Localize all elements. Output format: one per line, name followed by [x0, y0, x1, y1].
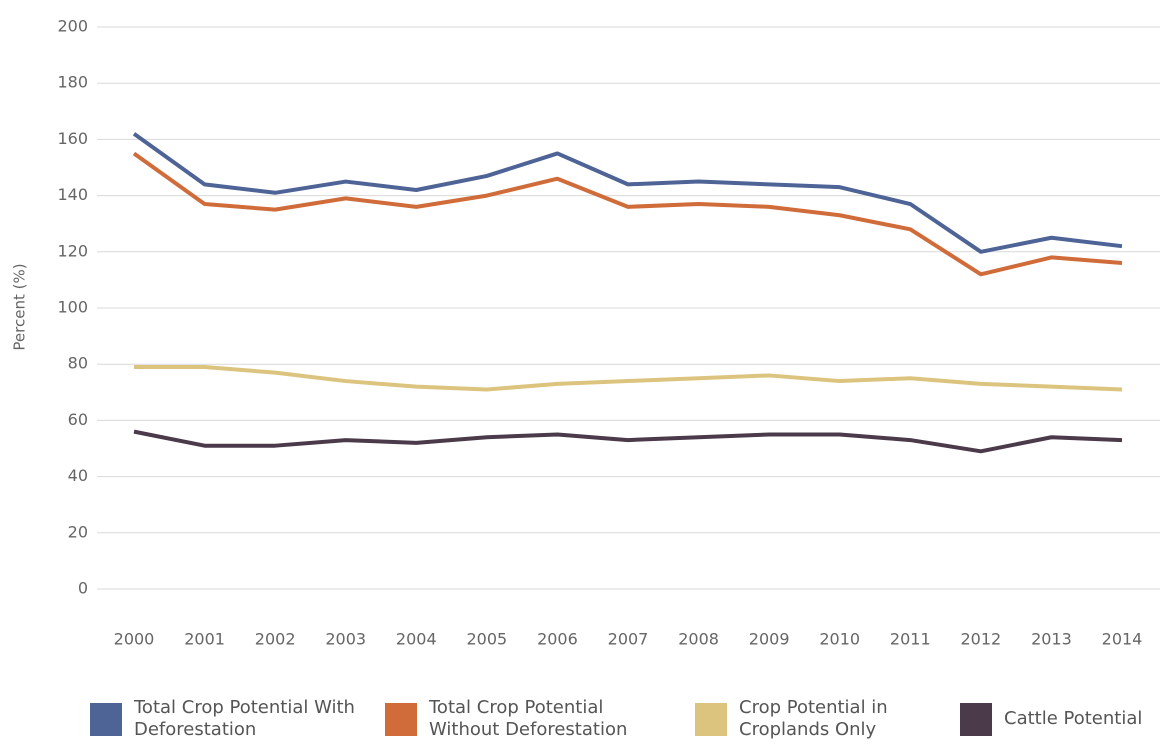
legend-swatch	[385, 702, 417, 736]
legend-swatch	[960, 702, 992, 736]
y-tick-label: 200	[57, 17, 88, 36]
y-tick-label: 20	[68, 522, 88, 541]
legend-swatch	[90, 702, 122, 736]
x-tick-label: 2000	[114, 630, 155, 649]
series-line	[133, 429, 1123, 454]
x-tick-label: 2001	[184, 630, 225, 649]
legend-label: Total Crop Potential With Deforestation	[134, 697, 355, 740]
legend-item: Cattle Potential	[960, 697, 1166, 741]
y-tick-label: 80	[68, 354, 88, 373]
series-line	[134, 365, 1123, 392]
y-tick-label: 0	[78, 579, 88, 598]
y-tick-label: 180	[57, 73, 88, 92]
y-tick-label: 40	[68, 466, 88, 485]
y-tick-label: 60	[68, 410, 88, 429]
series-line	[132, 132, 1123, 254]
series-line	[132, 151, 1123, 277]
x-tick-label: 2009	[749, 630, 790, 649]
legend-label: Crop Potential in Croplands Only	[739, 697, 888, 740]
chart: Percent (%) 0204060801001201401601802002…	[11, 17, 1160, 649]
y-axis-label: Percent (%)	[11, 263, 29, 350]
x-tick-label: 2013	[1031, 630, 1072, 649]
y-tick-label: 120	[57, 241, 88, 260]
y-tick-label: 100	[57, 298, 88, 317]
legend-label: Cattle Potential	[1004, 708, 1143, 729]
x-tick-label: 2010	[819, 630, 860, 649]
x-tick-label: 2004	[396, 630, 437, 649]
x-tick-label: 2002	[255, 630, 296, 649]
legend-item: Crop Potential in Croplands Only	[695, 697, 939, 741]
y-tick-label: 140	[57, 185, 88, 204]
x-tick-label: 2008	[678, 630, 719, 649]
x-tick-label: 2014	[1102, 630, 1143, 649]
x-tick-label: 2011	[890, 630, 931, 649]
x-tick-label: 2007	[608, 630, 649, 649]
legend-swatch	[695, 702, 727, 736]
legend-item: Total Crop Potential Without Deforestati…	[385, 697, 669, 741]
x-tick-label: 2012	[960, 630, 1001, 649]
legend-label: Total Crop Potential Without Deforestati…	[429, 697, 628, 740]
x-tick-label: 2006	[537, 630, 578, 649]
y-tick-label: 160	[57, 129, 88, 148]
x-tick-label: 2003	[325, 630, 366, 649]
x-tick-label: 2005	[466, 630, 507, 649]
legend-item: Total Crop Potential With Deforestation	[90, 697, 364, 741]
